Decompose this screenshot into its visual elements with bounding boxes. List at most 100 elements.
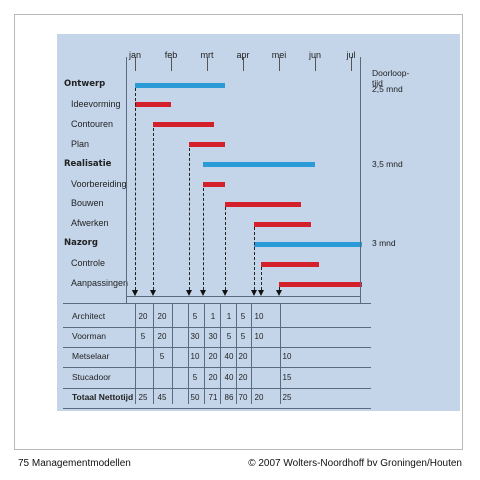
- task-bar: [203, 182, 225, 187]
- month-tick: [315, 57, 316, 71]
- task-bar: [153, 122, 215, 128]
- footer-caption: 75 Managementmodellen: [18, 458, 131, 469]
- drop-arrow: [258, 290, 264, 296]
- table-row-label: Totaal Nettotijd: [72, 391, 134, 402]
- table-column-rule: [135, 303, 136, 404]
- table-cell: 86: [224, 392, 234, 402]
- table-cell: 20: [254, 392, 264, 402]
- drop-arrow: [250, 290, 257, 296]
- table-row-rule: [63, 347, 371, 349]
- task-label: Voorbereiding: [71, 178, 127, 189]
- drop-arrow: [276, 290, 282, 296]
- phase-duration: 3 mnd: [372, 238, 396, 249]
- table-cell: 20: [208, 372, 218, 382]
- table-cell: 10: [254, 312, 264, 321]
- drop-line: [153, 127, 154, 290]
- timeline-axis: [126, 296, 360, 297]
- month-tick: [243, 57, 244, 71]
- table-cell: 5: [192, 372, 198, 382]
- phase-label: Ontwerp: [64, 79, 106, 89]
- task-bar: [253, 221, 312, 227]
- table-cell: 20: [238, 352, 248, 362]
- drop-line: [225, 207, 226, 290]
- task-bar: [135, 102, 171, 108]
- table-cell: 5: [226, 332, 232, 342]
- table-column-rule: [280, 303, 281, 404]
- table-cell: 5: [140, 332, 146, 342]
- table-cell: 71: [208, 392, 218, 402]
- table-cell: 10: [190, 352, 200, 362]
- table-cell: 15: [282, 372, 292, 382]
- duration-header: Doorloop-: [372, 68, 410, 78]
- table-cell: 30: [208, 332, 218, 342]
- page-frame: [14, 14, 463, 450]
- task-bar: [225, 201, 301, 207]
- table-cell: 50: [190, 392, 200, 402]
- month-tick: [207, 57, 208, 71]
- table-cell: 20: [138, 312, 148, 321]
- table-column-rule: [153, 303, 154, 404]
- drop-line: [279, 287, 280, 290]
- footer-copyright: © 2007 Wolters-Noordhoff bv Groningen/Ho…: [248, 458, 462, 469]
- table-cell: 40: [224, 352, 234, 362]
- table-cell: 20: [238, 372, 248, 382]
- drop-arrow: [200, 290, 207, 296]
- month-label: jun: [308, 50, 322, 60]
- table-row-rule: [63, 367, 371, 369]
- drop-line: [189, 147, 190, 290]
- table-cell: 25: [282, 392, 292, 402]
- table-cell: 5: [240, 332, 246, 342]
- month-label: feb: [164, 50, 178, 60]
- task-label: Afwerken: [71, 218, 109, 229]
- table-column-rule: [172, 303, 173, 404]
- phase-duration: 2,5 mnd: [372, 84, 403, 94]
- table-row-label: Stucadoor: [72, 371, 111, 382]
- drop-arrow: [186, 290, 192, 296]
- table-cell: 10: [282, 352, 292, 362]
- drop-arrow: [150, 290, 156, 296]
- phase-bar: [253, 241, 362, 247]
- table-cell: 1: [210, 312, 216, 321]
- task-label: Plan: [71, 138, 90, 149]
- table-top-rule: [63, 303, 371, 304]
- drop-line: [253, 227, 255, 290]
- table-cell: 45: [157, 392, 167, 402]
- table-cell: 5: [192, 312, 198, 321]
- month-tick: [351, 57, 352, 71]
- table-cell: 1: [226, 312, 232, 321]
- phase-label: Nazorg: [64, 238, 98, 249]
- chart-left-border: [126, 57, 127, 303]
- duration-header: tijd: [372, 78, 383, 88]
- table-cell: 20: [208, 352, 218, 362]
- drop-arrow: [132, 290, 138, 296]
- task-bar: [189, 142, 225, 148]
- month-label: jan: [128, 50, 142, 60]
- task-label: Contouren: [71, 118, 114, 129]
- drop-line: [203, 187, 205, 290]
- table-cell: 5: [159, 352, 165, 362]
- task-label: Ideevorming: [71, 98, 121, 109]
- chart-right-border: [360, 57, 361, 303]
- table-cell: 70: [238, 392, 248, 402]
- month-tick: [171, 57, 172, 71]
- drop-line: [261, 267, 262, 290]
- table-cell: 30: [190, 332, 200, 342]
- table-row-label: Architect: [72, 311, 106, 321]
- month-label: jul: [346, 50, 356, 60]
- table-column-rule: [204, 303, 205, 404]
- month-tick: [135, 57, 136, 71]
- month-tick: [279, 57, 280, 71]
- table-cell: 5: [240, 312, 246, 321]
- table-cell: 25: [138, 392, 148, 402]
- table-row-rule: [63, 387, 371, 389]
- table-column-rule: [236, 303, 237, 404]
- month-label: apr: [236, 50, 250, 60]
- task-label: Aanpassingen: [71, 278, 129, 288]
- table-column-rule: [220, 303, 221, 404]
- phase-duration: 3,5 mnd: [372, 158, 403, 169]
- table-row-label: Voorman: [72, 331, 107, 342]
- table-row-rule: [63, 407, 371, 409]
- phase-bar: [135, 82, 225, 88]
- task-bar: [279, 281, 362, 287]
- phase-label: Realisatie: [64, 158, 112, 169]
